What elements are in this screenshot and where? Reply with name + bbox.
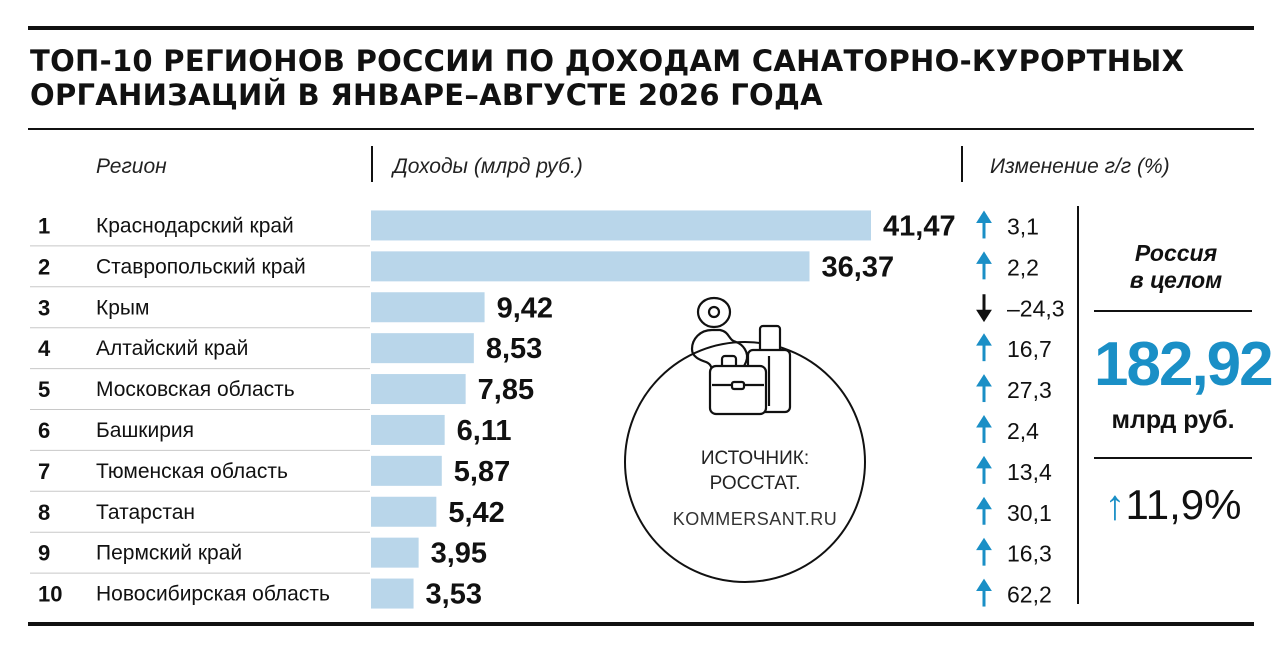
change-label: 16,7	[1007, 336, 1052, 362]
header-rule	[28, 128, 1254, 130]
change-label: 2,2	[1007, 254, 1039, 280]
total-title-line-2: в целом	[1129, 267, 1223, 293]
region-label: Тюменская область	[96, 460, 288, 483]
region-label: Татарстан	[96, 501, 195, 524]
up-arrow-icon	[976, 537, 992, 566]
total-divider-1	[1094, 310, 1252, 312]
change-label: 27,3	[1007, 377, 1052, 403]
total-income-unit: млрд руб.	[1111, 406, 1235, 434]
title-line-2: ОРГАНИЗАЦИЙ В ЯНВАРЕ–АВГУСТЕ 2026 ГОДА	[30, 78, 823, 112]
income-column-separator	[371, 146, 373, 182]
bar	[371, 292, 485, 323]
rank-label: 4	[38, 336, 51, 361]
bottom-rule	[28, 622, 1254, 626]
value-label: 5,87	[454, 456, 510, 488]
change-column-separator	[961, 146, 963, 182]
change-label: 30,1	[1007, 500, 1052, 526]
chart-title: ТОП-10 РЕГИОНОВ РОССИИ ПО ДОХОДАМ САНАТО…	[30, 44, 1230, 112]
up-arrow-icon	[976, 333, 992, 362]
rank-label: 5	[38, 377, 50, 402]
site-credit: KOMMERSANT.RU	[672, 509, 838, 529]
region-label: Новосибирская область	[96, 583, 330, 606]
rank-label: 10	[38, 582, 62, 607]
change-column-header: Изменение г/г (%)	[990, 155, 1170, 178]
up-arrow-icon: ↑	[1104, 481, 1126, 528]
rank-label: 8	[38, 500, 50, 525]
rank-label: 9	[38, 541, 50, 566]
region-column-header: Регион	[96, 155, 167, 178]
total-income-value: 182,92	[1094, 330, 1274, 399]
bar	[371, 210, 871, 241]
rank-label: 6	[38, 418, 50, 443]
total-panel-title: Россия в целом	[1096, 240, 1256, 294]
value-label: 6,11	[457, 415, 512, 447]
up-arrow-icon	[976, 374, 992, 403]
rank-label: 1	[38, 213, 50, 238]
value-label: 5,42	[448, 497, 504, 529]
bar	[371, 414, 445, 445]
up-arrow-icon	[976, 210, 992, 239]
value-label: 36,37	[822, 251, 895, 283]
region-label: Алтайский край	[96, 337, 248, 360]
total-change-value: 11,9%	[1125, 481, 1242, 528]
region-label: Башкирия	[96, 419, 194, 442]
income-column-header: Доходы (млрд руб.)	[393, 155, 583, 178]
region-label: Краснодарский край	[96, 214, 294, 237]
source-label: ИСТОЧНИК:	[700, 448, 810, 469]
change-label: 16,3	[1007, 541, 1052, 567]
region-label: Ставропольский край	[96, 255, 306, 278]
title-line-1: ТОП-10 РЕГИОНОВ РОССИИ ПО ДОХОДАМ САНАТО…	[30, 44, 1185, 78]
bar	[371, 455, 442, 486]
total-divider-2	[1094, 457, 1252, 459]
value-label: 9,42	[497, 292, 553, 324]
value-label: 41,47	[883, 210, 956, 242]
value-label: 3,95	[431, 538, 487, 570]
bar	[371, 251, 810, 282]
rank-label: 7	[38, 459, 50, 484]
change-label: 2,4	[1007, 418, 1039, 444]
rank-label: 3	[38, 295, 50, 320]
top-rule	[28, 26, 1254, 30]
source-circle	[624, 341, 866, 583]
bar	[371, 578, 414, 609]
suitcase-icon	[708, 324, 792, 416]
change-label: 62,2	[1007, 582, 1052, 608]
up-arrow-icon	[976, 415, 992, 443]
value-label: 8,53	[486, 333, 542, 365]
value-label: 7,85	[478, 374, 534, 406]
rank-label: 2	[38, 254, 50, 279]
up-arrow-icon	[976, 251, 992, 280]
up-arrow-icon	[976, 578, 992, 607]
up-arrow-icon	[976, 455, 992, 484]
bar	[371, 537, 419, 568]
up-arrow-icon	[976, 496, 992, 525]
region-label: Московская область	[96, 378, 295, 401]
total-panel-separator	[1077, 206, 1079, 604]
bar	[371, 374, 466, 405]
source-note: ИСТОЧНИК: РОССТАТ.	[660, 446, 850, 496]
down-arrow-icon	[976, 294, 992, 323]
region-label: Пермский край	[96, 542, 242, 565]
change-label: 13,4	[1007, 459, 1052, 485]
total-title-line-1: Россия	[1134, 240, 1218, 266]
region-label: Крым	[96, 296, 149, 319]
value-label: 3,53	[426, 579, 482, 611]
bar	[371, 496, 437, 527]
change-label: –24,3	[1007, 295, 1065, 321]
bar	[371, 333, 474, 364]
total-change: ↑11,9%	[1094, 480, 1252, 530]
source-name: РОССТАТ.	[709, 473, 801, 494]
change-label: 3,1	[1007, 213, 1039, 239]
